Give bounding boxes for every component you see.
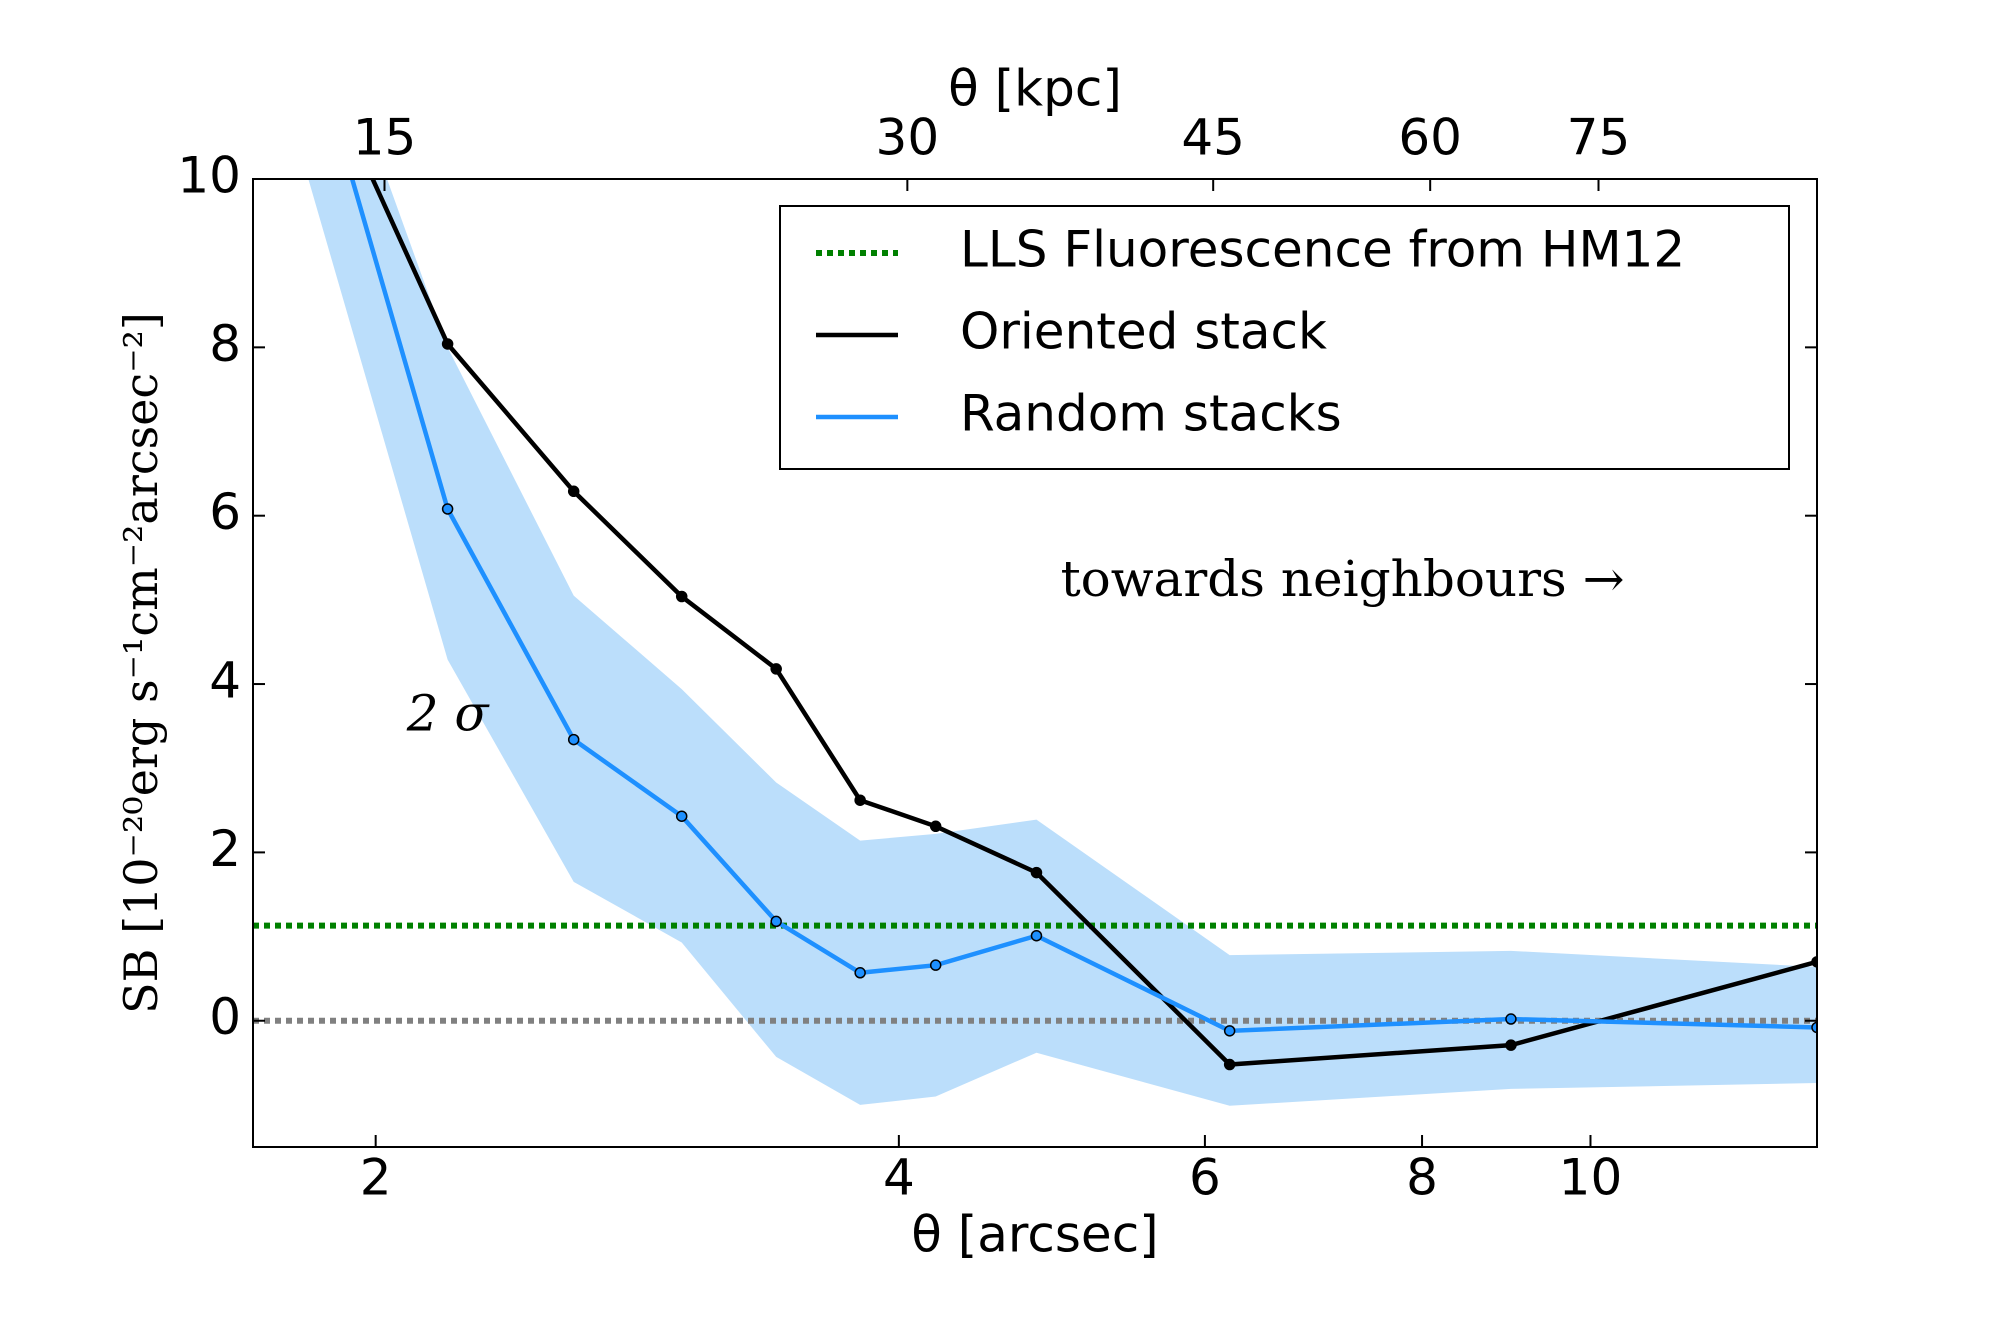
axes-frame [252, 178, 1818, 1148]
legend-label: Oriented stack [960, 303, 1327, 361]
point [1030, 866, 1043, 879]
x-tick-label: 4 [883, 1149, 915, 1207]
point [770, 915, 782, 928]
legend-label: Random stacks [960, 385, 1342, 443]
point [929, 820, 942, 833]
point [1811, 956, 1817, 968]
y-axis-label: SB [10⁻²⁰erg s⁻¹cm⁻²arcsec⁻²] [114, 312, 168, 1014]
annotation: towards neighbours → [1061, 550, 1625, 608]
plot-area [253, 6, 1817, 1106]
y-tick-label: 2 [209, 820, 241, 878]
point [1505, 1039, 1517, 1051]
x-tick-label: 2 [360, 1149, 392, 1207]
point [854, 967, 866, 979]
x-tick-label: 6 [1189, 1149, 1221, 1207]
y-tick-label: 4 [209, 652, 241, 710]
point [567, 733, 580, 746]
y-tick-label: 0 [209, 988, 241, 1046]
point [1223, 1058, 1236, 1071]
x2-tick-label: 60 [1398, 109, 1462, 167]
point [770, 663, 782, 675]
annotation: 2 σ [406, 685, 491, 743]
legend-box [779, 205, 1790, 470]
point [675, 590, 688, 603]
x2-tick-label: 30 [876, 109, 940, 167]
point [1505, 1013, 1517, 1025]
legend-label: LLS Fluorescence from HM12 [960, 221, 1685, 279]
x2-tick-label: 15 [353, 109, 417, 167]
x2-tick-label: 75 [1567, 109, 1631, 167]
y-tick-label: 8 [209, 315, 241, 373]
x2-axis-label: θ [kpc] [948, 60, 1122, 118]
point [929, 959, 942, 971]
x2-tick-label: 45 [1181, 109, 1245, 167]
point [441, 338, 454, 350]
x-tick-label: 8 [1406, 1149, 1438, 1207]
point [567, 485, 580, 498]
point [1030, 929, 1043, 942]
point [441, 503, 454, 515]
y-tick-label: 6 [209, 483, 241, 541]
point [675, 810, 688, 822]
x-axis-label: θ [arcsec] [911, 1206, 1158, 1264]
point [291, 6, 301, 16]
y-tick-label: 10 [177, 147, 241, 205]
x-tick-label: 10 [1559, 1149, 1623, 1207]
sigma-band [308, 179, 1817, 1106]
point [854, 794, 866, 806]
point [1811, 1021, 1817, 1034]
point [1223, 1025, 1236, 1037]
